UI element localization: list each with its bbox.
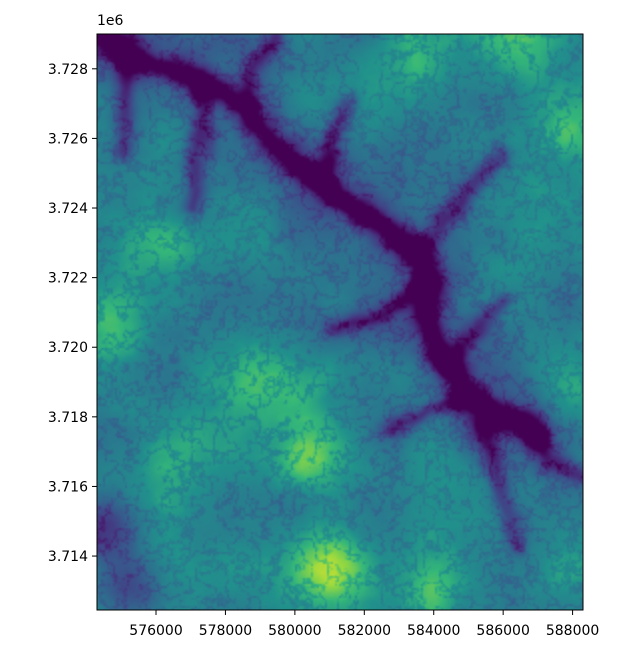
y-tick-label: 3.718 (48, 410, 88, 426)
y-tick-label: 3.726 (48, 131, 88, 147)
x-tick-label: 586000 (476, 623, 529, 639)
y-tick-label: 3.728 (48, 62, 88, 78)
y-axis: 3.714 3.716 3.718 3.720 3.722 3.724 3.726 3.728 (48, 62, 97, 565)
x-tick-label: 584000 (407, 623, 460, 639)
x-tick-label: 588000 (546, 623, 599, 639)
x-tick-label: 576000 (129, 623, 182, 639)
plot-frame (96, 33, 584, 611)
y-tick-label: 3.720 (48, 340, 88, 356)
y-tick-label: 3.724 (48, 201, 88, 217)
heatmap-raster (97, 34, 583, 610)
plot-area (97, 34, 583, 610)
y-tick-label: 3.722 (48, 271, 88, 287)
x-axis: 576000 578000 580000 582000 584000 586000 5880… (129, 610, 599, 639)
y-tick-label: 3.716 (48, 479, 88, 495)
y-axis-offset-label: 1e6 (97, 13, 124, 29)
x-tick-label: 578000 (199, 623, 252, 639)
x-tick-label: 582000 (338, 623, 391, 639)
x-tick-label: 580000 (268, 623, 321, 639)
y-tick-label: 3.714 (48, 549, 88, 565)
